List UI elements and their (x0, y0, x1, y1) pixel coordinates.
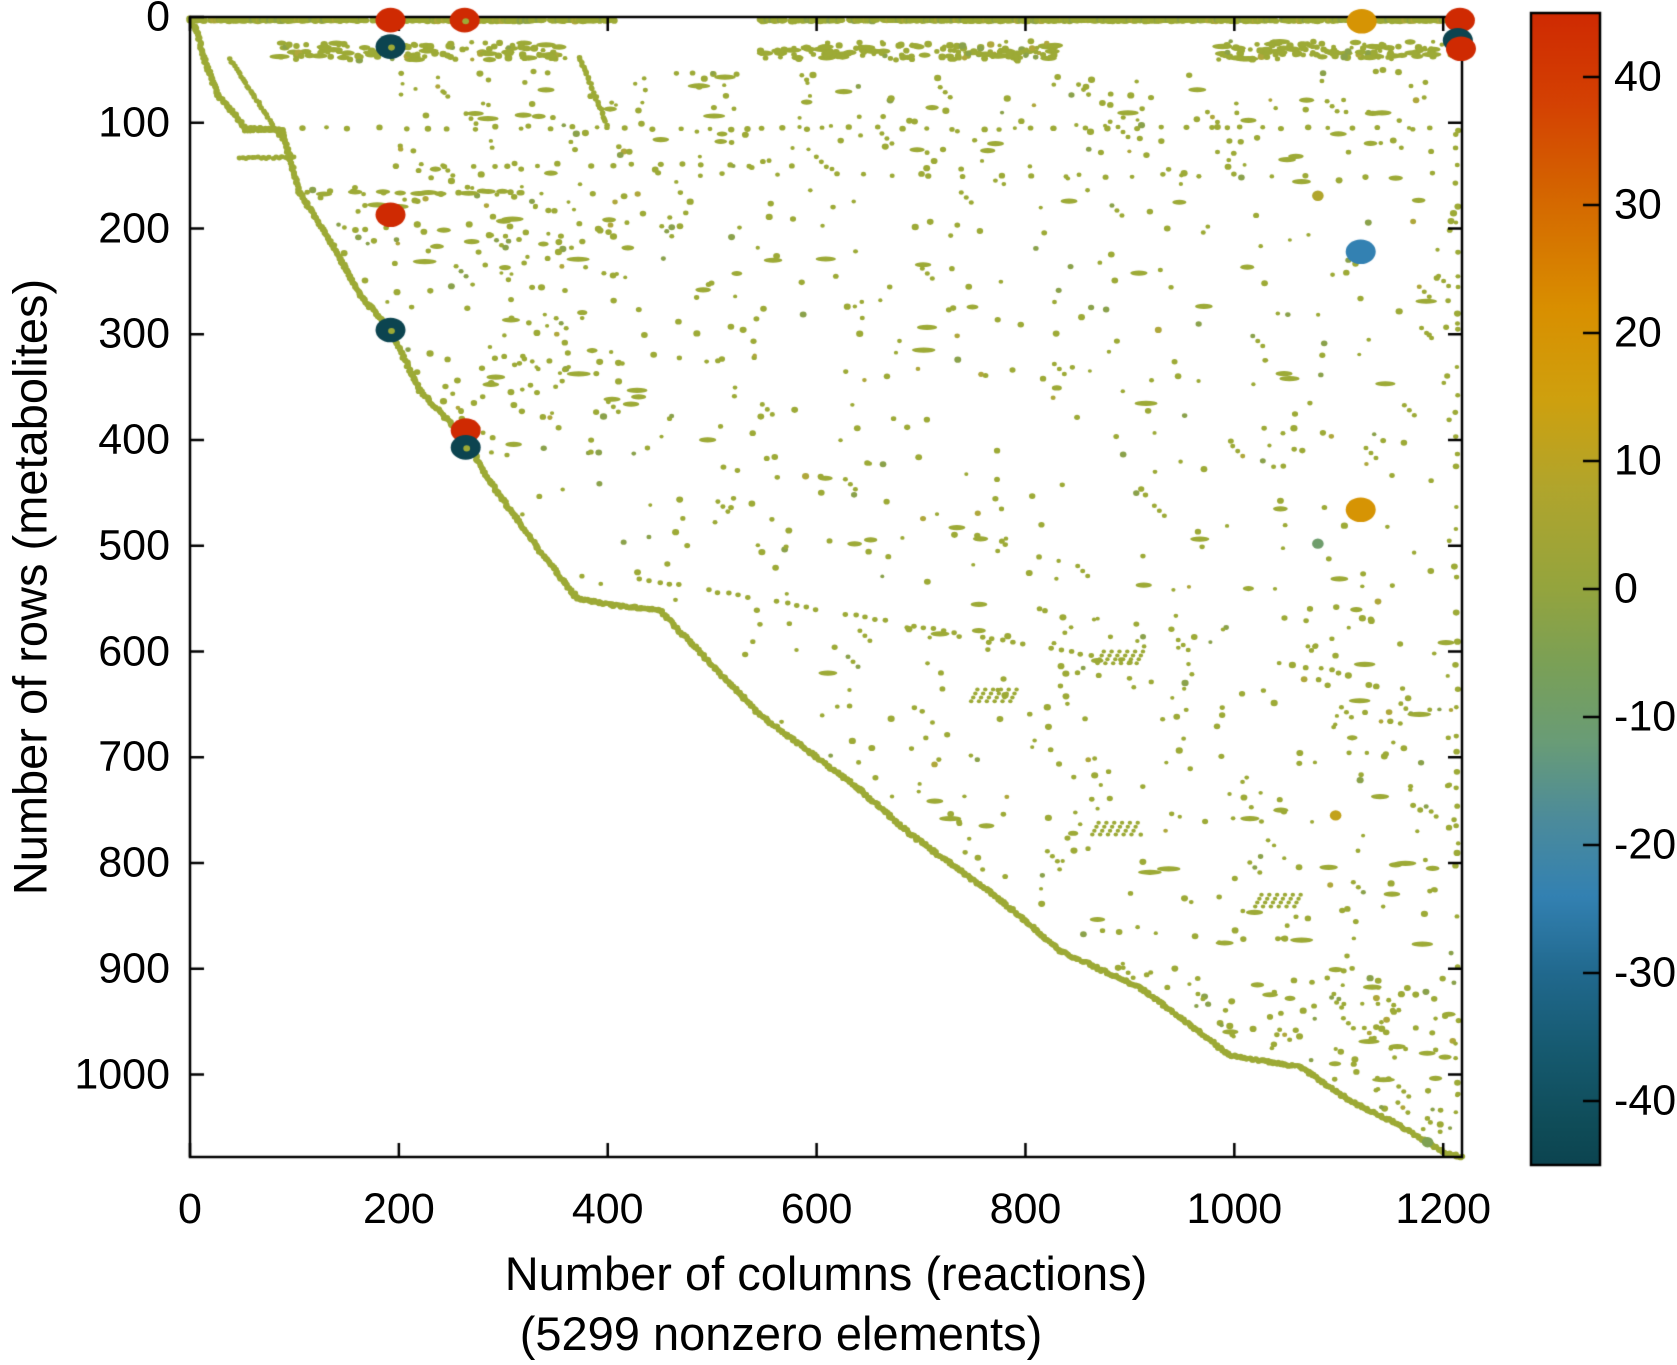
sparsity-matrix-canvas (0, 0, 1677, 1365)
figure-window: { "figure": {"width": 1677, "height": 13… (0, 0, 1677, 1365)
